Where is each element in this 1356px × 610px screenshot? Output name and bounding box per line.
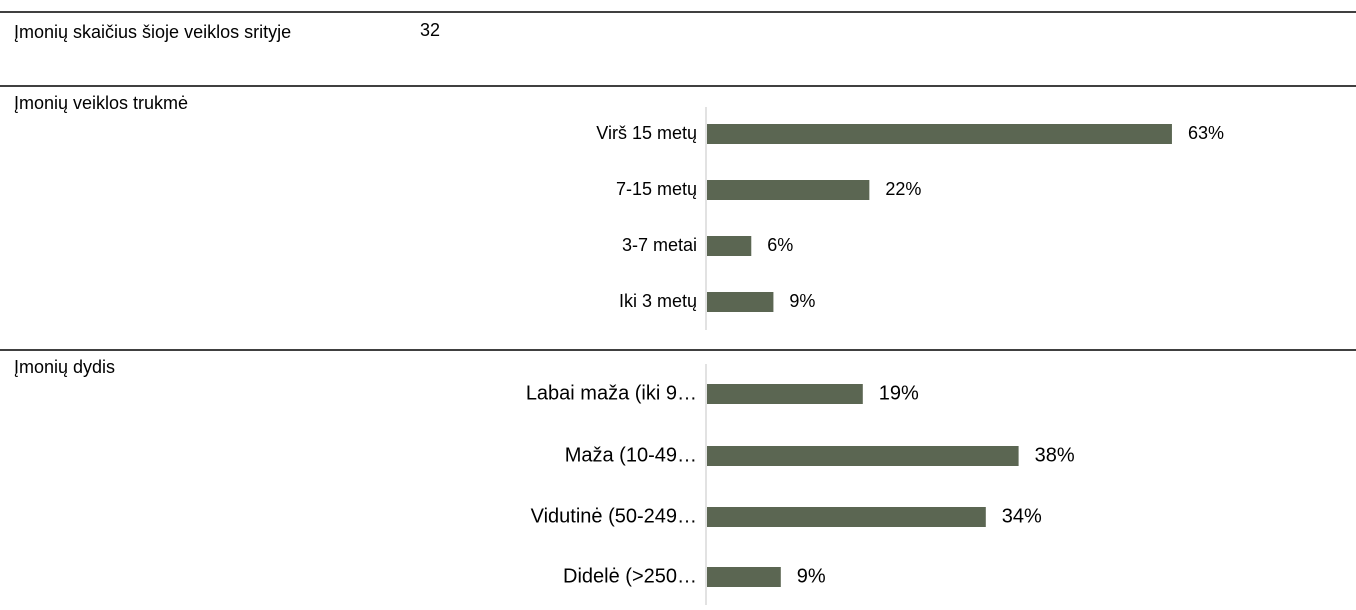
- bar: [707, 384, 863, 404]
- value-label: 63%: [1188, 123, 1224, 143]
- row-label: Įmonių skaičius šioje veiklos srityje: [14, 22, 292, 42]
- category-label: 3-7 metai: [622, 235, 697, 255]
- bar: [707, 567, 781, 587]
- value-label: 34%: [1002, 505, 1042, 527]
- category-label: Didelė (>250…: [563, 565, 697, 587]
- bar: [707, 124, 1172, 144]
- value-label: 6%: [767, 235, 793, 255]
- row-label: Įmonių dydis: [14, 357, 115, 377]
- category-label: Virš 15 metų: [596, 123, 697, 143]
- row-value: 32: [420, 20, 440, 40]
- bar: [707, 292, 774, 312]
- bar: [707, 446, 1019, 466]
- bar: [707, 507, 986, 527]
- value-label: 9%: [789, 291, 815, 311]
- bar: [707, 236, 752, 256]
- category-label: 7-15 metų: [616, 179, 697, 199]
- row-label: Įmonių veiklos trukmė: [14, 93, 188, 113]
- category-label: Iki 3 metų: [619, 291, 697, 311]
- bar: [707, 180, 870, 200]
- category-label: Labai maža (iki 9…: [526, 382, 697, 404]
- category-label: Maža (10-49…: [565, 444, 697, 466]
- value-label: 9%: [797, 565, 826, 587]
- row-label-box: Įmonių skaičius šioje veiklos srityje: [14, 22, 292, 42]
- value-label: 22%: [885, 179, 921, 199]
- category-label: Vidutinė (50-249…: [531, 505, 697, 527]
- value-label: 19%: [879, 382, 919, 404]
- value-label: 38%: [1035, 444, 1075, 466]
